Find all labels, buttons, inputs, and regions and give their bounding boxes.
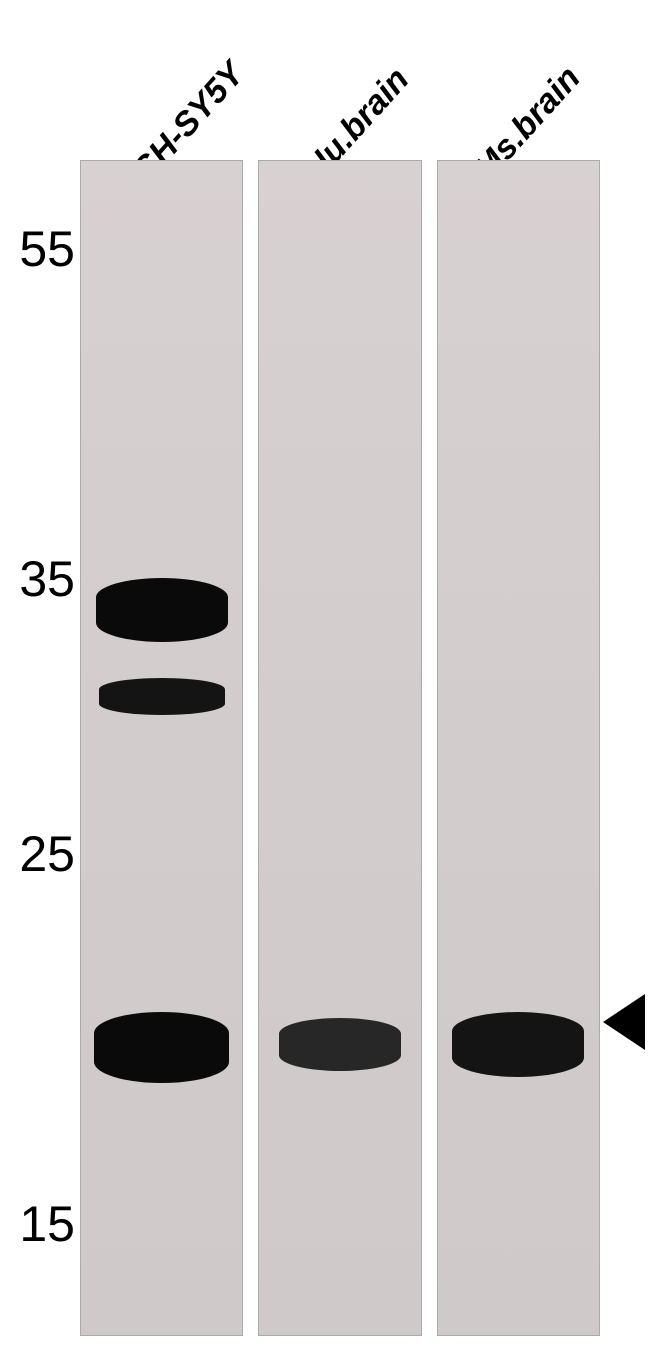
mw-marker-25: 25 xyxy=(0,825,75,883)
band-lane3-20kda-target xyxy=(452,1012,584,1077)
band-lane1-35kda xyxy=(96,578,228,643)
mw-marker-35: 35 xyxy=(0,550,75,608)
lane-ms-brain xyxy=(437,160,600,1336)
blot-figure: SH-SY5Y Hu.brain Ms.brain 55 35 25 15 xyxy=(0,0,650,1369)
mw-marker-15: 15 xyxy=(0,1195,75,1253)
lane-hu-brain xyxy=(258,160,421,1336)
band-lane1-30kda xyxy=(99,678,225,716)
lane-sh-sy5y xyxy=(80,160,243,1336)
band-lane2-20kda-target xyxy=(279,1018,402,1071)
mw-marker-55: 55 xyxy=(0,220,75,278)
lane-labels-row: SH-SY5Y Hu.brain Ms.brain xyxy=(0,0,650,160)
lanes-wrapper xyxy=(80,160,600,1336)
band-lane1-20kda-target xyxy=(94,1012,230,1082)
target-band-arrow-icon xyxy=(603,994,645,1050)
